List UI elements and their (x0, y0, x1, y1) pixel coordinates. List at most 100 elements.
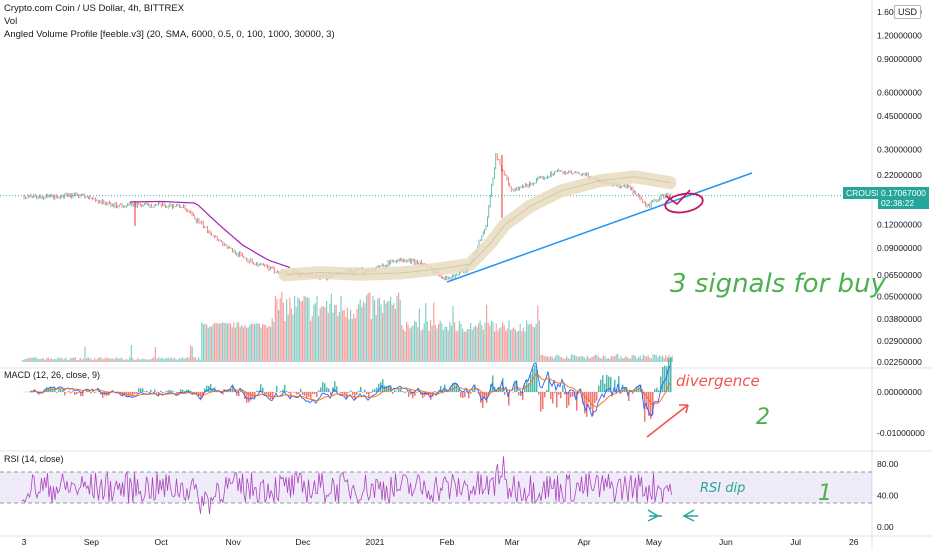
volume-bar (564, 358, 566, 362)
x-tick-label: Jul (790, 537, 801, 547)
volume-bar (308, 298, 310, 362)
volume-bar (154, 347, 156, 362)
macd-bar (656, 387, 658, 392)
volume-bar (175, 359, 177, 362)
macd-bar (394, 390, 396, 392)
volume-bar (420, 330, 422, 362)
macd-bar (508, 392, 510, 406)
volume-bar (164, 358, 166, 362)
volume-bar (148, 359, 150, 362)
volume-bar (343, 310, 345, 362)
currency-button[interactable]: USD (894, 5, 922, 19)
volume-bar (239, 326, 241, 362)
macd-bar (668, 358, 670, 392)
volume-bar (439, 320, 441, 362)
volume-bar (180, 358, 182, 362)
volume-bar (342, 310, 344, 362)
macd-bar (548, 379, 550, 392)
volume-bar (113, 359, 115, 362)
y-tick-label: 0.02250000 (877, 357, 922, 367)
volume-bar (49, 358, 51, 362)
macd-bar (248, 392, 250, 403)
macd-bar (372, 389, 374, 392)
macd-bar (646, 392, 648, 410)
volume-bar (174, 357, 176, 362)
macd-bar (232, 384, 234, 392)
volume-bar (238, 322, 240, 362)
macd-bar (670, 357, 672, 392)
macd-bar (376, 387, 378, 392)
macd-bar (88, 390, 90, 392)
macd-bar (352, 392, 354, 395)
macd-bar (544, 392, 546, 398)
volume-bar (145, 359, 147, 362)
volume-bar (618, 358, 620, 362)
volume-bar (366, 295, 368, 362)
volume-bar (607, 357, 609, 362)
volume-bar (510, 330, 512, 362)
volume-bar (484, 322, 486, 362)
macd-bar (400, 387, 402, 392)
volume-bar (588, 357, 590, 362)
volume-bar (158, 357, 160, 362)
volume-bar (210, 326, 212, 362)
macd-bar (568, 392, 570, 406)
volume-bar (476, 327, 478, 362)
volume-bar (201, 322, 203, 362)
volume-bar (364, 303, 366, 362)
volume-bar (540, 354, 542, 362)
macd-bar (572, 392, 574, 397)
volume-bar (516, 331, 518, 362)
volume-bar (367, 292, 369, 362)
volume-bar (393, 303, 395, 362)
macd-bar (384, 385, 386, 392)
volume-bar (257, 323, 259, 362)
volume-bar (348, 319, 350, 362)
volume-bar (23, 359, 25, 362)
volume-bar (617, 354, 619, 362)
volume-bar (625, 355, 627, 362)
volume-bar (634, 355, 636, 362)
macd-bar (534, 364, 536, 392)
volume-bar (86, 358, 88, 362)
volume-bar (76, 359, 78, 362)
volume-bar (345, 317, 347, 362)
macd-bar (286, 390, 288, 392)
volume-bar (290, 308, 292, 362)
macd-bar (256, 390, 258, 392)
volume-bar (234, 327, 236, 362)
volume-bar (31, 357, 33, 362)
volume-bar (385, 303, 387, 362)
macd-bar (312, 392, 314, 394)
volume-bar (177, 359, 179, 362)
macd-bar (562, 385, 564, 392)
macd-bar (362, 392, 364, 393)
volume-bar (615, 354, 617, 362)
macd-bar (658, 390, 660, 392)
macd-bar (326, 387, 328, 392)
last-price: 0.17067000 (881, 188, 926, 198)
volume-bar (353, 313, 355, 362)
volume-bar (399, 299, 401, 362)
volume-bar (126, 359, 128, 362)
volume-bar (334, 304, 336, 362)
rsi-title: RSI (14, close) (4, 454, 64, 464)
volume-bar (569, 358, 571, 362)
signal-number-1: 1 (818, 481, 832, 506)
volume-bar (106, 358, 108, 362)
macd-bar (328, 388, 330, 392)
volume-bar (172, 358, 174, 362)
volume-bar (636, 358, 638, 362)
macd-bar (468, 392, 470, 399)
volume-bar (374, 300, 376, 362)
macd-bar (246, 392, 248, 403)
volume-bar (426, 321, 428, 362)
volume-bar (279, 298, 281, 362)
volume-bar (118, 358, 120, 362)
rsi-line (21, 456, 672, 515)
volume-bar (534, 327, 536, 362)
macd-bar (606, 374, 608, 392)
volume-bar (94, 357, 96, 362)
volume-bar (166, 358, 168, 362)
macd-bar (80, 392, 82, 397)
